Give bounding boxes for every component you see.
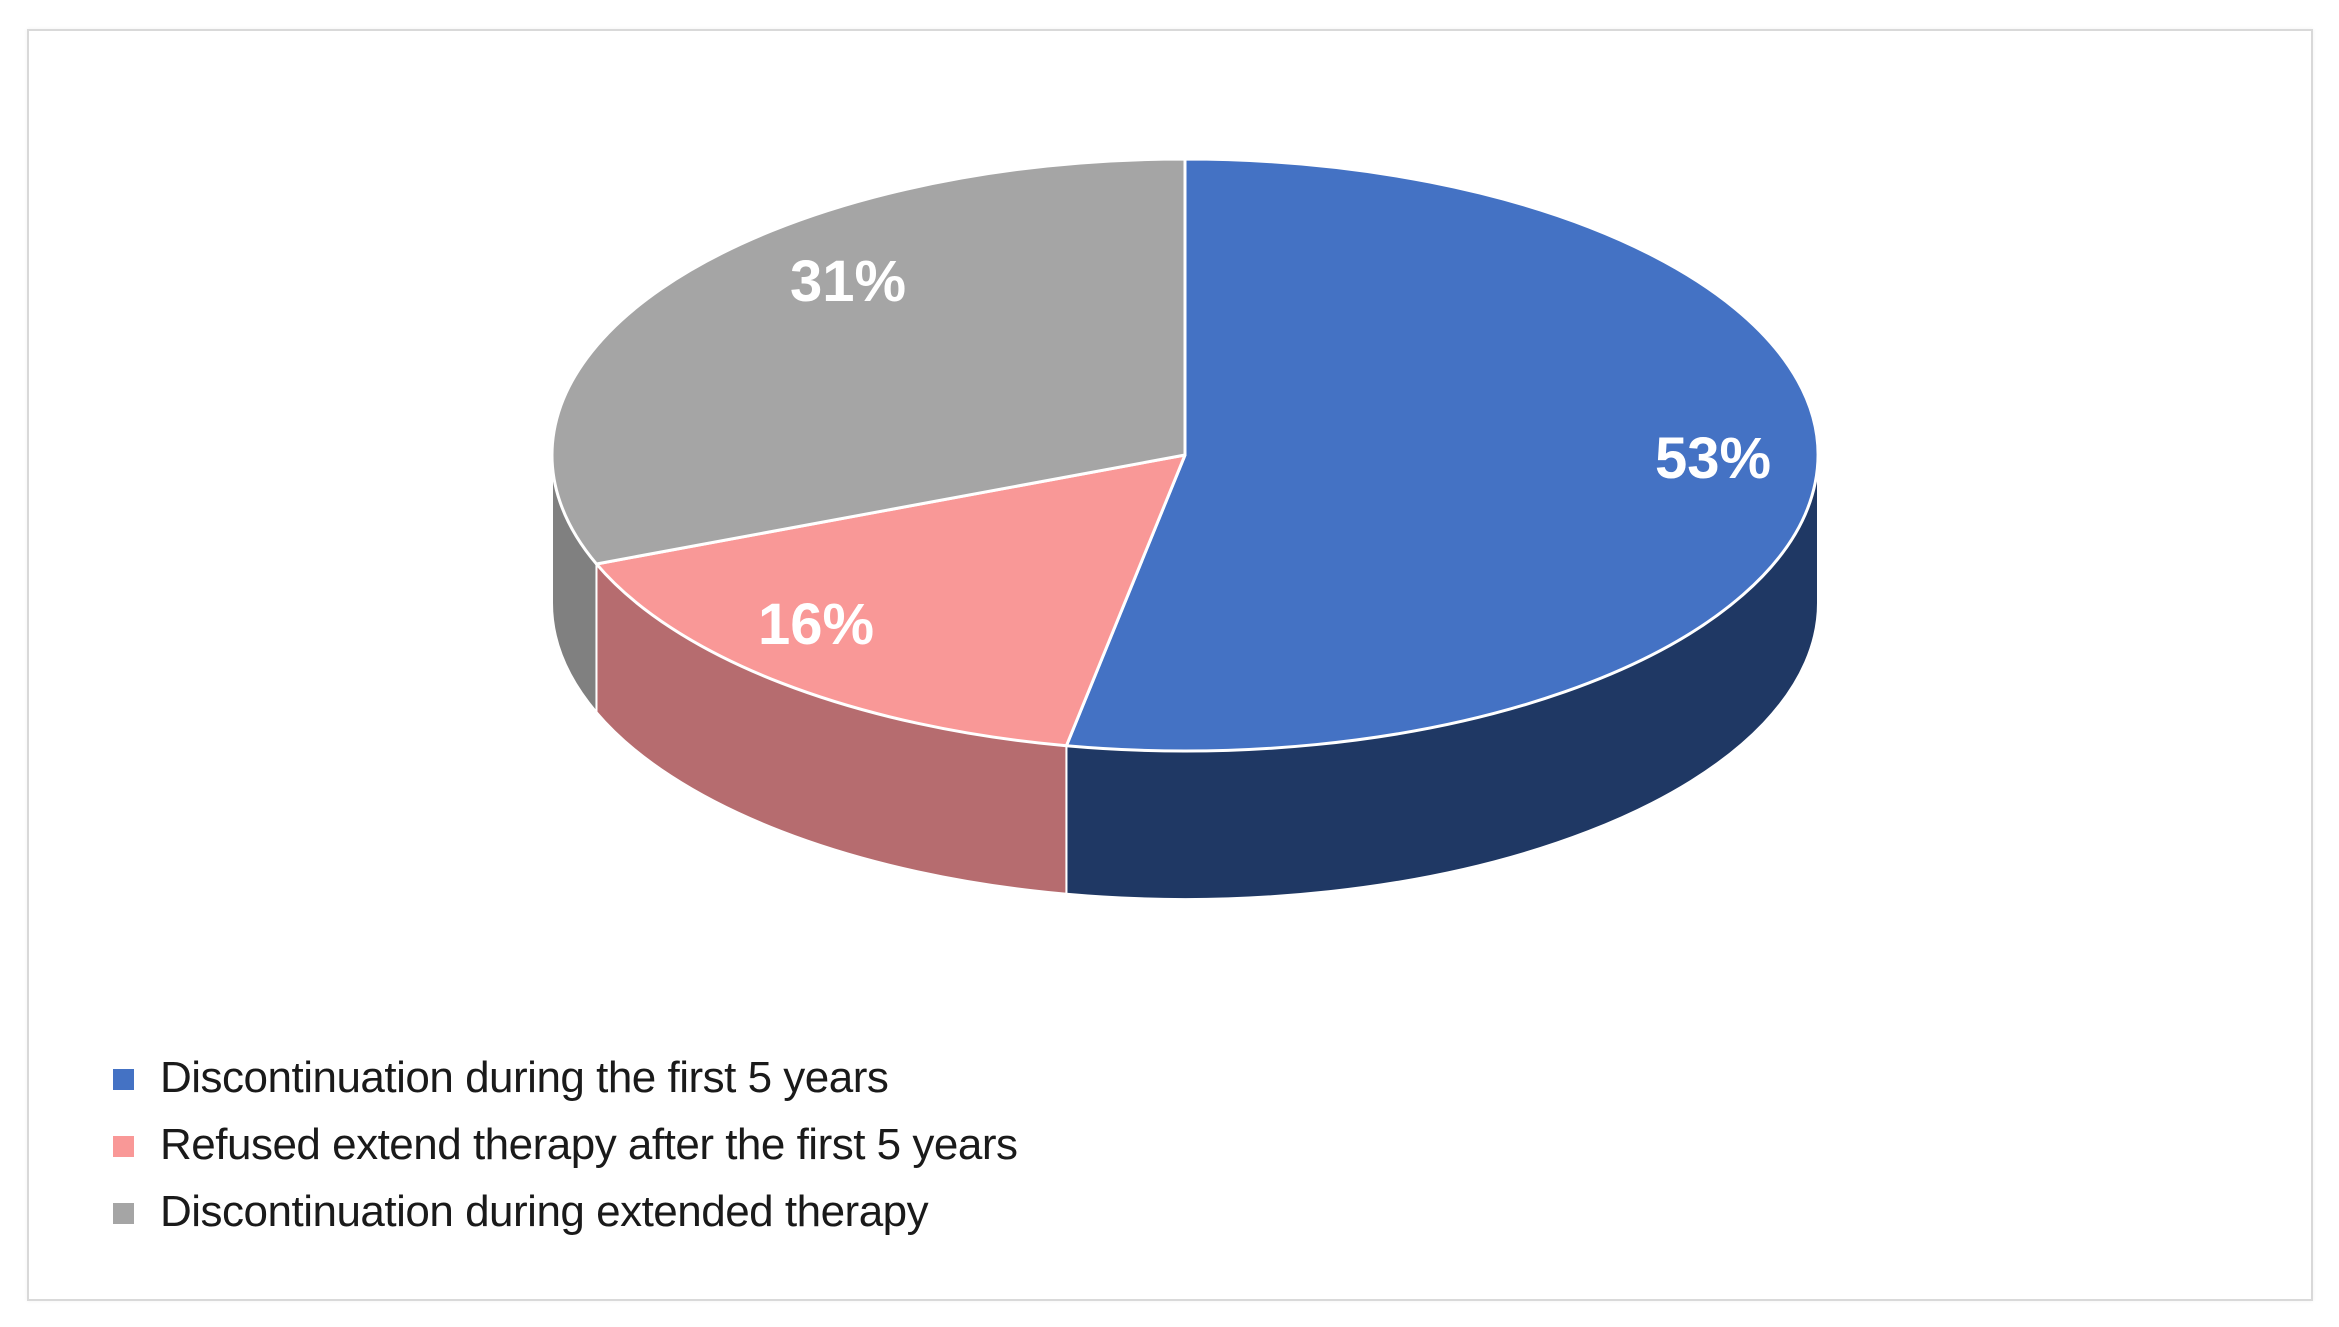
legend-swatch-icon [113, 1136, 134, 1157]
legend-item: Discontinuation during extended therapy [113, 1180, 1017, 1247]
pie-slice-top-0 [1064, 157, 1820, 753]
legend-label: Discontinuation during extended therapy [160, 1186, 929, 1236]
legend-label: Refused extend therapy after the first 5… [160, 1119, 1018, 1169]
legend-item: Refused extend therapy after the first 5… [113, 1113, 1018, 1180]
pie-data-label-1: 16% [758, 592, 874, 657]
legend-swatch-icon [113, 1069, 134, 1090]
legend-item: Discontinuation during the first 5 years [113, 1046, 1017, 1113]
legend: Discontinuation during the first 5 years… [113, 1046, 1018, 1247]
pie-data-label-2: 31% [790, 249, 906, 314]
pie-slice-top-1 [594, 453, 1187, 748]
pie-data-label-0: 53% [1655, 426, 1771, 491]
pie-slice-top-2 [550, 157, 1187, 566]
legend-label: Discontinuation during the first 5 years [160, 1052, 889, 1102]
legend-swatch-icon [113, 1203, 134, 1224]
